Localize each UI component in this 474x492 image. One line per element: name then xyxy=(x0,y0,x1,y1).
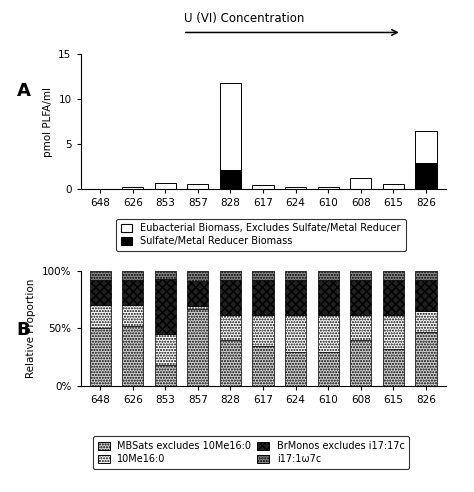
Bar xyxy=(285,314,306,351)
Bar xyxy=(90,280,111,305)
Bar xyxy=(220,314,241,340)
Bar xyxy=(122,326,143,386)
Bar xyxy=(415,311,437,332)
Bar xyxy=(285,186,306,189)
Bar xyxy=(253,280,273,314)
Bar xyxy=(415,131,437,189)
Bar xyxy=(383,271,404,280)
Bar xyxy=(253,314,273,346)
Bar xyxy=(220,271,241,280)
Text: A: A xyxy=(17,82,30,100)
Bar xyxy=(350,314,372,340)
Bar xyxy=(155,334,176,366)
Bar xyxy=(350,271,372,280)
Bar xyxy=(187,281,209,307)
Bar xyxy=(220,340,241,386)
Bar xyxy=(415,280,437,311)
Bar xyxy=(155,183,176,189)
Bar xyxy=(383,349,404,386)
Text: U (VI) Concentration: U (VI) Concentration xyxy=(184,12,304,25)
Bar xyxy=(350,340,372,386)
Legend: Eubacterial Biomass, Excludes Sulfate/Metal Reducer, Sulfate/Metal Reducer Bioma: Eubacterial Biomass, Excludes Sulfate/Me… xyxy=(116,218,406,251)
Bar xyxy=(90,305,111,329)
Bar xyxy=(90,271,111,280)
Bar xyxy=(187,184,209,189)
Bar xyxy=(90,329,111,386)
Bar xyxy=(187,271,209,281)
Bar xyxy=(253,185,273,189)
Bar xyxy=(122,271,143,280)
Bar xyxy=(285,280,306,314)
Bar xyxy=(253,346,273,386)
Bar xyxy=(187,309,209,386)
Bar xyxy=(415,332,437,386)
Bar xyxy=(187,307,209,309)
Legend: MBSats excludes 10Me16:0, 10Me16:0, BrMonos excludes i17:17c, i17:1ω7c: MBSats excludes 10Me16:0, 10Me16:0, BrMo… xyxy=(93,436,410,469)
Bar xyxy=(155,271,176,278)
Text: B: B xyxy=(17,321,30,338)
Bar xyxy=(318,351,339,386)
Bar xyxy=(318,271,339,280)
Bar xyxy=(415,163,437,189)
Bar xyxy=(122,187,143,189)
Bar xyxy=(155,366,176,386)
Bar xyxy=(122,280,143,305)
Bar xyxy=(285,351,306,386)
Bar xyxy=(350,178,372,189)
Bar xyxy=(220,170,241,189)
Bar xyxy=(318,314,339,351)
Bar xyxy=(220,280,241,314)
Bar xyxy=(318,280,339,314)
Bar xyxy=(220,83,241,189)
Bar xyxy=(383,314,404,349)
Bar xyxy=(285,271,306,280)
Y-axis label: pmol PLFA/ml: pmol PLFA/ml xyxy=(43,87,53,157)
Bar xyxy=(383,280,404,314)
Bar xyxy=(122,305,143,326)
Y-axis label: Relative Proportion: Relative Proportion xyxy=(27,279,36,378)
Bar xyxy=(253,271,273,280)
Bar xyxy=(155,278,176,334)
Bar xyxy=(350,280,372,314)
Bar xyxy=(415,271,437,280)
Bar xyxy=(318,186,339,189)
Bar xyxy=(383,184,404,189)
